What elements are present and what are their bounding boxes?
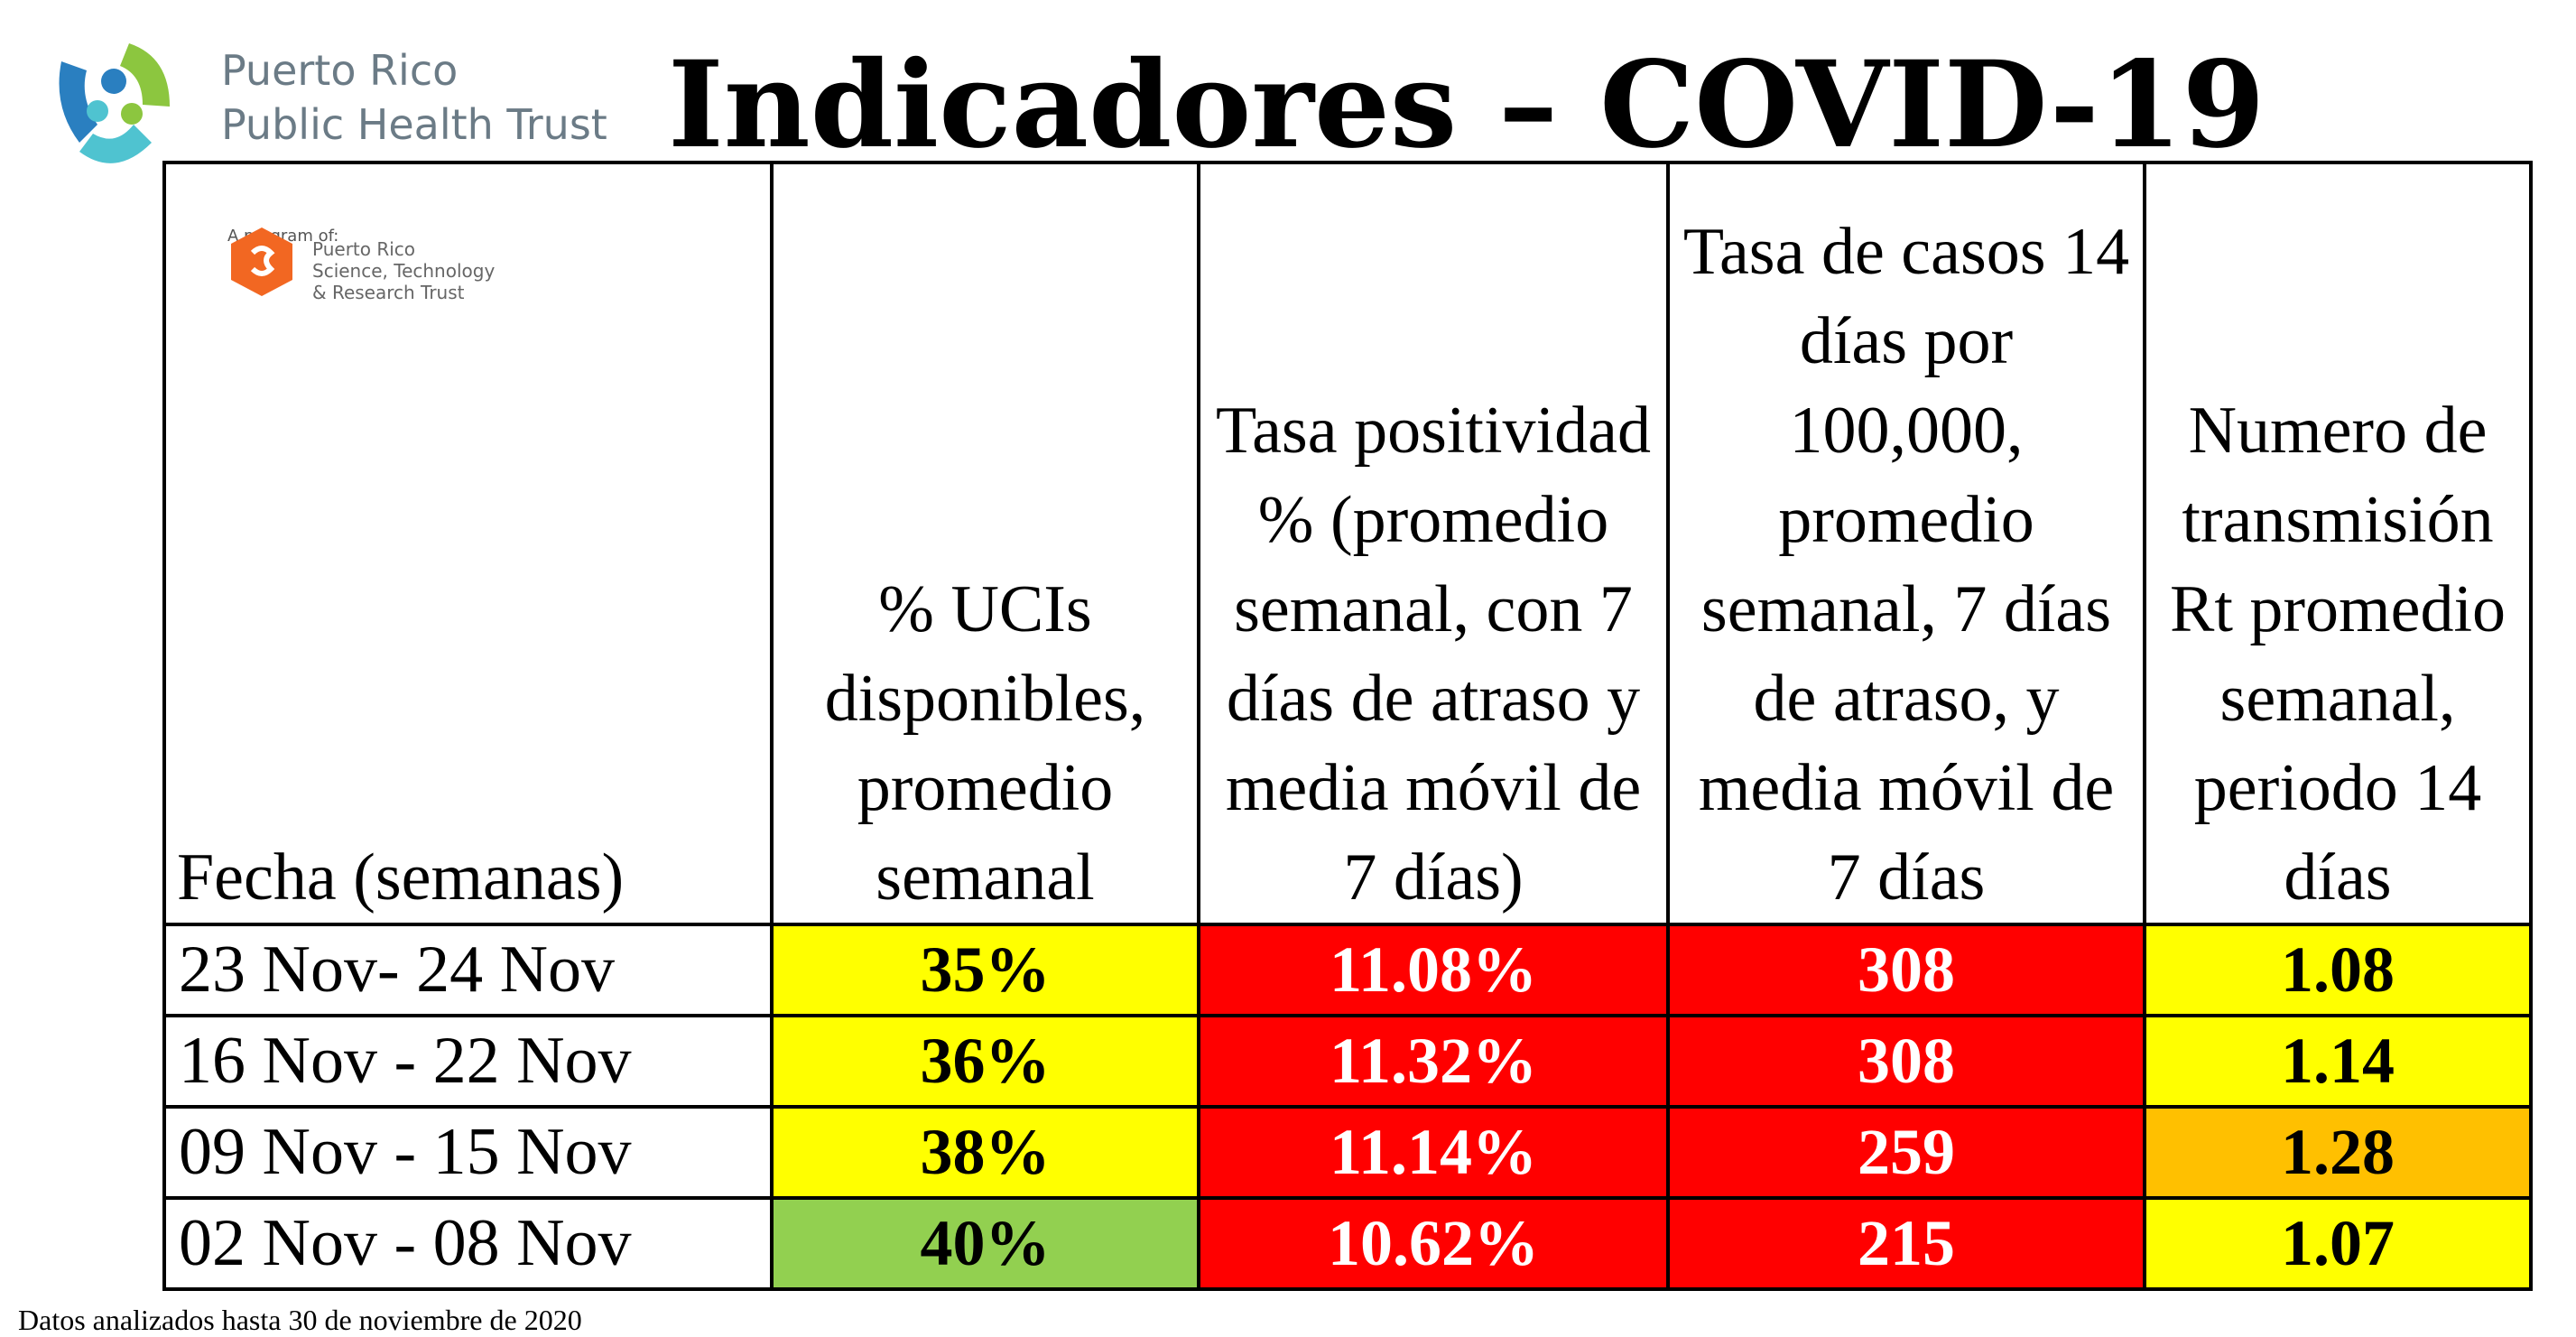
indicators-table: A program of: Puerto Rico Science, Techn… (162, 161, 2533, 1291)
footnote: Datos analizados hasta 30 de noviembre d… (18, 1304, 582, 1336)
organization-name: Puerto Rico Public Health Trust (221, 43, 607, 152)
header-ucis-label: % UCIs disponibles, promedio semanal (824, 572, 1146, 915)
cell-positividad: 11.14% (1197, 1105, 1670, 1200)
cell-ucis: 36% (770, 1014, 1200, 1109)
cell-rt: 1.07 (2143, 1196, 2533, 1291)
hexagon-logo-icon (231, 227, 292, 296)
table-row: 23 Nov- 24 Nov 35% 11.08% 308 1.08 (162, 923, 2533, 1017)
trust-line3: & Research Trust (312, 282, 465, 303)
cell-fecha: 23 Nov- 24 Nov (162, 923, 774, 1017)
header-fecha: A program of: Puerto Rico Science, Techn… (162, 161, 774, 926)
table-row: 16 Nov - 22 Nov 36% 11.32% 308 1.14 (162, 1014, 2533, 1109)
header-casos-label: Tasa de casos 14 días por 100,000, prome… (1682, 215, 2130, 915)
cell-positividad: 11.08% (1197, 923, 1670, 1017)
cell-casos: 308 (1666, 923, 2146, 1017)
cell-rt: 1.08 (2143, 923, 2533, 1017)
cell-positividad: 10.62% (1197, 1196, 1670, 1291)
cell-rt: 1.28 (2143, 1105, 2533, 1200)
table-row: 09 Nov - 15 Nov 38% 11.14% 259 1.28 (162, 1105, 2533, 1200)
header-fecha-label: Fecha (semanas) (177, 840, 625, 915)
cell-fecha: 02 Nov - 08 Nov (162, 1196, 774, 1291)
header-rt: Numero de transmisión Rt promedio semana… (2143, 161, 2533, 926)
trust-line2: Science, Technology (312, 260, 496, 282)
table-row: 02 Nov - 08 Nov 40% 10.62% 215 1.07 (162, 1196, 2533, 1291)
public-health-trust-logo (43, 25, 179, 174)
org-name-line1: Puerto Rico (221, 46, 459, 95)
trust-line1: Puerto Rico (312, 238, 416, 260)
cell-ucis: 35% (770, 923, 1200, 1017)
header-row: A program of: Puerto Rico Science, Techn… (162, 161, 2533, 926)
indicators-table-wrapper: A program of: Puerto Rico Science, Techn… (162, 161, 2533, 1291)
header-positividad-label: Tasa positividad % (promedio semanal, co… (1216, 394, 1651, 915)
cell-casos: 215 (1666, 1196, 2146, 1291)
science-trust-name: Puerto Rico Science, Technology & Resear… (312, 238, 495, 303)
cell-rt: 1.14 (2143, 1014, 2533, 1109)
cell-casos: 308 (1666, 1014, 2146, 1109)
header-ucis: % UCIs disponibles, promedio semanal (770, 161, 1200, 926)
header-rt-label: Numero de transmisión Rt promedio semana… (2169, 394, 2507, 915)
cell-ucis: 40% (770, 1196, 1200, 1291)
cell-ucis: 38% (770, 1105, 1200, 1200)
header-casos: Tasa de casos 14 días por 100,000, prome… (1666, 161, 2146, 926)
cell-fecha: 16 Nov - 22 Nov (162, 1014, 774, 1109)
org-name-line2: Public Health Trust (221, 100, 607, 149)
cell-casos: 259 (1666, 1105, 2146, 1200)
cell-positividad: 11.32% (1197, 1014, 1670, 1109)
page-title: Indicadores – COVID-19 (668, 35, 2266, 175)
header-positividad: Tasa positividad % (promedio semanal, co… (1197, 161, 1670, 926)
cell-fecha: 09 Nov - 15 Nov (162, 1105, 774, 1200)
